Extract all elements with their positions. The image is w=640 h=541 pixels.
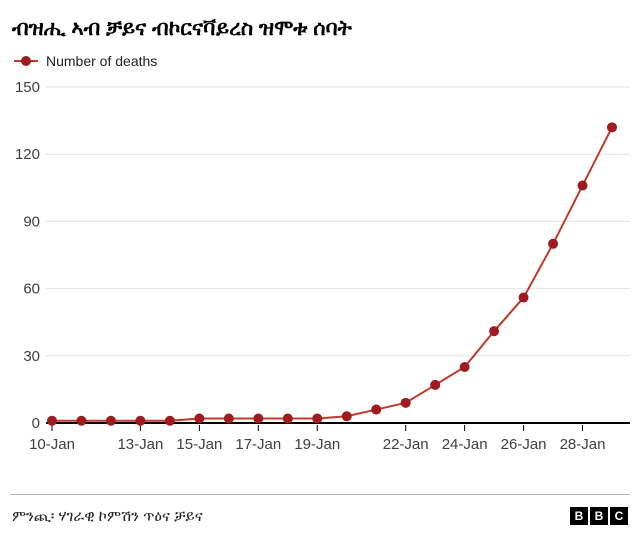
bbc-logo: B B C [570,507,628,526]
y-tick-label: 120 [15,146,40,163]
chart-point [577,180,588,191]
chart-point [194,413,205,424]
legend-label: Number of deaths [46,53,158,70]
chart-point [548,238,559,249]
y-tick-label: 0 [32,415,40,432]
bbc-logo-square-c: C [610,507,628,526]
chart-point [105,415,116,426]
line-chart-svg: 0 30 60 90 120 150 10-Jan 13-Jan 15-Jan 17-Jan 19-… [15,79,630,453]
chart-point [223,413,234,424]
bbc-logo-square-b1: B [570,507,588,526]
source-text: ምንጪ፡ ሃገራዊ ኮምሽን ጥዕና ቻይና [12,507,203,525]
chart-point [47,415,57,426]
legend-dot-icon [21,56,31,67]
y-tick-label: 90 [23,214,40,231]
legend: Number of deaths [0,41,640,69]
x-tick-label: 17-Jan [235,436,281,453]
bbc-logo-square-b2: B [590,507,608,526]
x-tick-label: 19-Jan [294,436,340,453]
y-tick-label: 30 [23,348,40,365]
chart-point [430,380,441,391]
chart: 0 30 60 90 120 150 10-Jan 13-Jan 15-Jan 17-Jan 19-… [0,71,640,468]
chart-point [489,326,500,337]
chart-point [312,413,323,424]
chart-point [253,413,264,424]
chart-point [282,413,293,424]
chart-point [164,415,175,426]
chart-point [518,292,529,303]
chart-point [76,415,87,426]
chart-point [607,122,617,133]
chart-point [135,415,146,426]
footer: ምንጪ፡ ሃገራዊ ኮምሽን ጥዕና ቻይና B B C [10,494,630,526]
x-tick-label: 24-Jan [442,436,488,453]
x-tick-label: 26-Jan [501,436,547,453]
x-tick-label: 22-Jan [383,436,429,453]
y-tick-label: 150 [15,79,40,96]
y-tick-label: 60 [23,281,40,298]
legend-line-dot-swatch [14,56,38,67]
x-tick-label: 28-Jan [560,436,606,453]
page-title: ብዝሒ ኣብ ቻይና ብኮርናቫይረስ ዝሞቱ ሰባት [12,17,352,40]
x-tick-label: 13-Jan [117,436,163,453]
chart-point [400,398,411,409]
x-tick-label: 10-Jan [29,436,75,453]
chart-point [371,404,382,415]
x-tick-label: 15-Jan [176,436,222,453]
chart-point [341,411,352,422]
chart-line [52,127,613,422]
chart-point [459,362,470,373]
